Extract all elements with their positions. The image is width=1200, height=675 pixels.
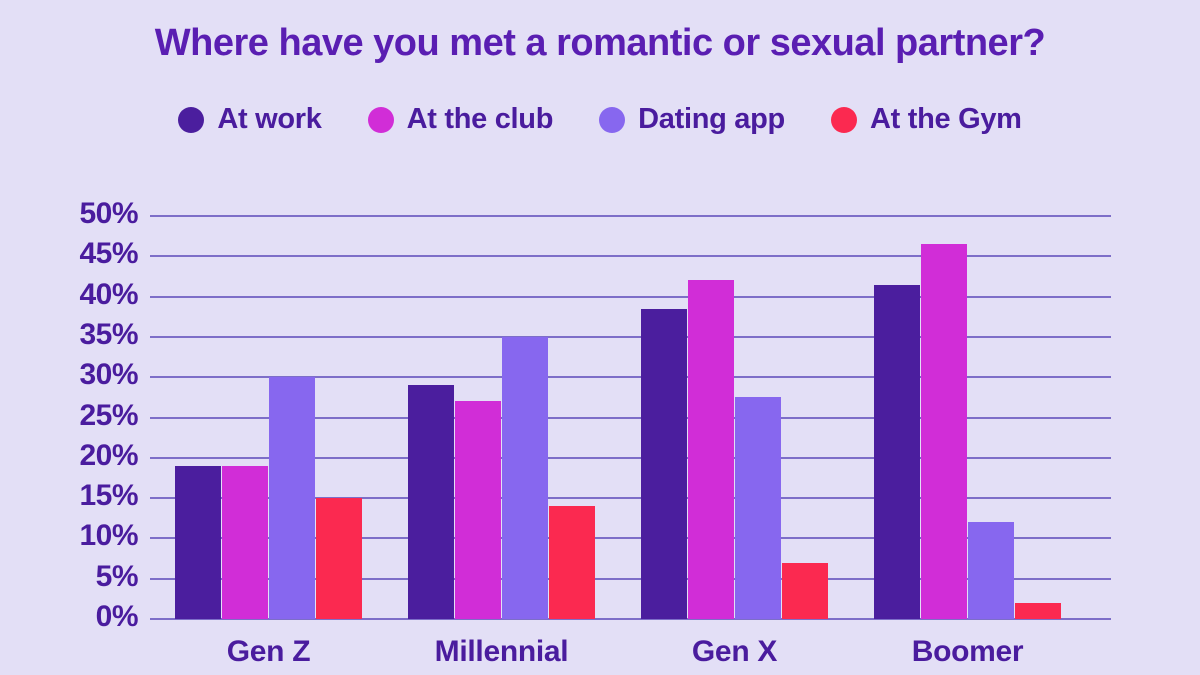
legend-item-at-work: At work xyxy=(178,103,322,136)
gridline-10 xyxy=(150,537,1111,540)
gridline-25 xyxy=(150,416,1111,419)
legend-marker-icon xyxy=(830,106,857,133)
gridline-30 xyxy=(150,376,1111,379)
gridline-50 xyxy=(150,215,1111,217)
y-axis-label-15: 15% xyxy=(79,479,138,513)
y-axis-label-35: 35% xyxy=(79,317,138,351)
y-axis-label-0: 0% xyxy=(95,600,139,633)
chart-legend: At work At the club Dating app At the Gym xyxy=(0,103,1200,136)
x-axis-label-gen-x: Gen X xyxy=(691,635,778,668)
gridline-35 xyxy=(150,335,1111,338)
bar-millennial-dating-app xyxy=(502,336,548,619)
y-axis-label-40: 40% xyxy=(79,277,138,311)
x-axis-label-millennial: Millennial xyxy=(434,635,569,668)
bar-millennial-at-the-gym xyxy=(549,506,595,619)
bar-gen-x-at-the-club xyxy=(688,280,734,619)
x-axis-label-gen-z: Gen Z xyxy=(226,635,311,668)
legend-label: At the Gym xyxy=(869,103,1022,135)
gridline-5 xyxy=(150,577,1111,580)
bar-boomer-at-the-club xyxy=(921,244,967,619)
gridline-45 xyxy=(150,255,1111,258)
bar-gen-x-at-the-gym xyxy=(782,562,828,619)
y-axis-label-45: 45% xyxy=(79,237,138,271)
bar-gen-z-dating-app xyxy=(269,377,315,619)
legend-marker-icon xyxy=(178,106,205,133)
legend-label: At work xyxy=(217,103,322,135)
y-axis-label-25: 25% xyxy=(79,398,138,432)
bar-gen-z-at-the-gym xyxy=(316,498,362,619)
bar-boomer-dating-app xyxy=(968,522,1014,619)
gridline-0 xyxy=(150,618,1111,620)
y-axis-label-20: 20% xyxy=(79,438,138,472)
chart-title: Where have you met a romantic or sexual … xyxy=(154,22,1046,64)
bar-gen-z-at-work xyxy=(175,465,221,619)
bar-millennial-at-the-club xyxy=(455,401,501,619)
bar-boomer-at-work xyxy=(874,284,920,619)
legend-label: Dating app xyxy=(638,103,785,135)
bar-boomer-at-the-gym xyxy=(1015,602,1061,619)
legend-item-dating-app: Dating app xyxy=(599,103,785,136)
bar-millennial-at-work xyxy=(408,385,454,619)
y-axis-label-5: 5% xyxy=(95,559,139,593)
legend-marker-icon xyxy=(367,106,394,133)
bar-gen-z-at-the-club xyxy=(222,465,268,619)
gridline-15 xyxy=(150,497,1111,500)
y-axis-label-50: 50% xyxy=(79,197,138,230)
legend-item-at-the-club: At the club xyxy=(367,103,554,136)
y-axis-label-30: 30% xyxy=(79,358,138,392)
gridline-40 xyxy=(150,295,1111,298)
legend-marker-icon xyxy=(599,106,626,133)
legend-item-at-the-gym: At the Gym xyxy=(830,103,1022,136)
legend-label: At the club xyxy=(406,103,554,135)
gridline-20 xyxy=(150,456,1111,459)
bar-gen-x-at-work xyxy=(641,308,687,619)
y-axis-label-10: 10% xyxy=(79,519,138,553)
bar-gen-x-dating-app xyxy=(735,397,781,619)
x-axis-label-boomer: Boomer xyxy=(911,635,1024,668)
